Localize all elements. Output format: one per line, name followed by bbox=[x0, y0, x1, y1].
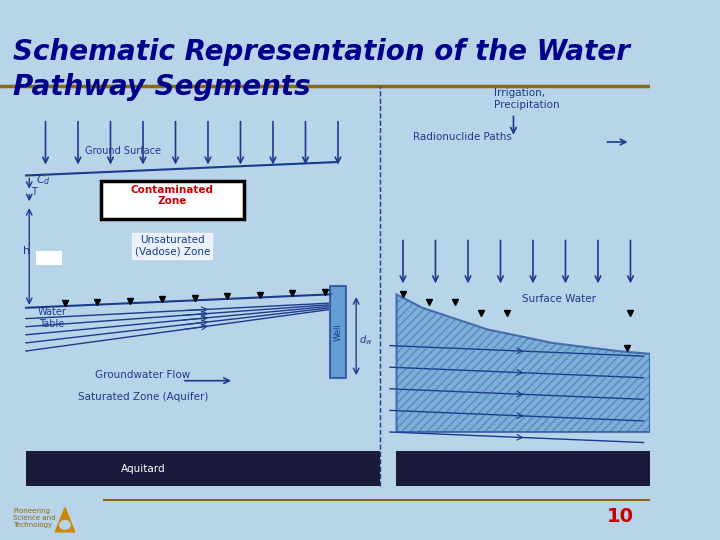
FancyBboxPatch shape bbox=[101, 181, 244, 219]
Text: Groundwater Flow: Groundwater Flow bbox=[95, 370, 191, 380]
Text: T: T bbox=[31, 187, 37, 198]
Circle shape bbox=[60, 521, 70, 529]
Text: Pathway Segments: Pathway Segments bbox=[13, 73, 310, 101]
Bar bbox=[330, 286, 346, 378]
Text: Pioneering
Science and
Technology: Pioneering Science and Technology bbox=[13, 508, 55, 529]
Polygon shape bbox=[55, 508, 75, 532]
Text: Aquitard: Aquitard bbox=[121, 464, 166, 474]
Text: Water
Table: Water Table bbox=[37, 307, 66, 329]
Polygon shape bbox=[397, 294, 650, 432]
Bar bbox=[26, 451, 380, 486]
Text: Unsaturated
(Vadose) Zone: Unsaturated (Vadose) Zone bbox=[135, 235, 210, 256]
Text: Ground Surface: Ground Surface bbox=[86, 146, 161, 156]
Text: Well: Well bbox=[333, 323, 343, 341]
Text: h: h bbox=[23, 246, 30, 256]
Bar bbox=[36, 251, 62, 265]
Text: 10: 10 bbox=[607, 508, 634, 526]
Bar bbox=[397, 451, 650, 486]
Text: Schematic Representation of the Water: Schematic Representation of the Water bbox=[13, 38, 630, 66]
Text: $C_d$: $C_d$ bbox=[36, 173, 50, 187]
Text: Radionuclide Paths: Radionuclide Paths bbox=[413, 132, 512, 143]
Text: $d_w$: $d_w$ bbox=[359, 333, 372, 347]
Text: Contaminated
Zone: Contaminated Zone bbox=[131, 185, 214, 206]
Text: Surface Water: Surface Water bbox=[522, 294, 596, 305]
Text: Irrigation,
Precipitation: Irrigation, Precipitation bbox=[494, 89, 559, 110]
Text: Saturated Zone (Aquifer): Saturated Zone (Aquifer) bbox=[78, 392, 208, 402]
